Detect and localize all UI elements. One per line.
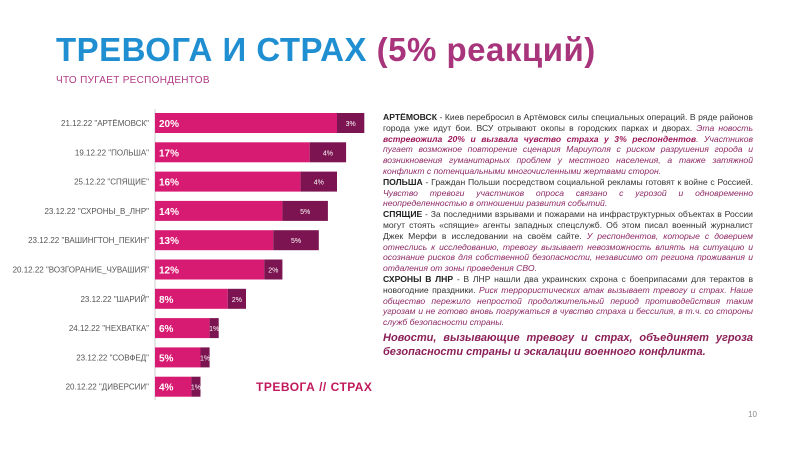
bar-value-label-anxiety: 14% xyxy=(159,207,179,218)
bar-value-label-fear: 2% xyxy=(268,268,278,275)
bar-value-label-fear: 1% xyxy=(200,355,210,362)
bar-segment-fear xyxy=(337,113,365,133)
bar-value-label-anxiety: 16% xyxy=(159,178,179,189)
bar-value-label-fear: 5% xyxy=(300,209,310,216)
bar-segment-anxiety xyxy=(155,347,201,368)
bar-value-label-anxiety: 17% xyxy=(159,148,179,159)
bar-category-label: 23.12.22 "ВАШИНГТОН_ПЕКИН" xyxy=(28,236,149,245)
bar-category-label: 23.12.22 "СХРОНЫ_В_ЛНР" xyxy=(44,207,149,216)
bar-segment-anxiety xyxy=(155,200,283,221)
bar-category-label: 24.12.22 "НЕХВАТКА" xyxy=(69,324,149,333)
bar-value-label-anxiety: 12% xyxy=(159,266,179,277)
bar-value-label-fear: 4% xyxy=(314,180,324,187)
bar-value-label-anxiety: 13% xyxy=(159,236,179,247)
paragraph-head: ПОЛЬША xyxy=(383,176,423,187)
bar-segment-anxiety xyxy=(155,171,301,192)
bar-value-label-anxiety: 4% xyxy=(159,383,174,394)
bar-value-label-fear: 3% xyxy=(346,121,356,128)
bar-value-label-fear: 1% xyxy=(191,385,201,392)
bar-value-label-fear: 2% xyxy=(232,297,242,304)
paragraph-caches-lnr: СХРОНЫ В ЛНР - В ЛНР нашли два украински… xyxy=(383,273,754,328)
page-title: ТРЕВОГА И СТРАХ (5% реакций) xyxy=(56,30,596,70)
bar-segment-anxiety xyxy=(155,259,265,280)
title-main: ТРЕВОГА И СТРАХ xyxy=(56,31,367,68)
highlight-stat: встревожила 20% и вызвала чувство страха… xyxy=(383,133,697,144)
bar-category-label: 19.12.22 "ПОЛЬША" xyxy=(75,148,149,157)
chart-category-label: ТРЕВОГА // СТРАХ xyxy=(256,380,373,394)
bar-value-label-anxiety: 6% xyxy=(159,324,174,335)
stacked-bar-chart: 21.12.22 "АРТЁМОВСК" 20% 3% 19.12.22 "ПОЛЬШ… xyxy=(13,109,365,400)
bar-segment-fear xyxy=(282,200,328,221)
page-subtitle: ЧТО ПУГАЕТ РЕСПОНДЕНТОВ xyxy=(56,75,210,86)
page-number: 10 xyxy=(748,410,757,419)
bar-value-label-anxiety: 20% xyxy=(159,119,179,130)
bar-category-label: 20.12.22 "ДИВЕРСИИ" xyxy=(66,383,150,392)
commentary-column: АРТЁМОВСК - Киев перебросил в Артёмовск … xyxy=(383,112,753,359)
bar-segment-fear xyxy=(191,376,201,397)
paragraph-poland: ПОЛЬША - Граждан Польши посредством соци… xyxy=(383,176,753,209)
bar-segment-anxiety xyxy=(155,376,192,397)
bar-value-label-fear: 5% xyxy=(291,238,301,245)
bar-category-label: 20.12.22 "ВОЗГОРАНИЕ_ЧУВАШИЯ" xyxy=(13,266,150,275)
bar-value-label-fear: 4% xyxy=(323,150,333,157)
bar-segment-anxiety xyxy=(155,288,228,309)
bar-segment-anxiety xyxy=(155,142,310,163)
paragraph-artemovsk: АРТЁМОВСК - Киев перебросил в Артёмовск … xyxy=(383,112,753,176)
bar-segment-anxiety xyxy=(155,318,210,339)
bar-segment-fear xyxy=(309,142,347,163)
conclusion-text: Новости, вызывающие тревогу и страх, объ… xyxy=(383,331,753,358)
paragraph-head: АРТЁМОВСК xyxy=(383,112,437,122)
bar-segment-anxiety xyxy=(155,113,337,133)
bar-segment-anxiety xyxy=(155,230,274,251)
paragraph-head: СПЯЩИЕ xyxy=(383,209,423,220)
bar-value-label-anxiety: 8% xyxy=(159,295,174,306)
paragraph-head: СХРОНЫ В ЛНР xyxy=(383,273,454,284)
bar-category-label: 21.12.22 "АРТЁМОВСК" xyxy=(61,119,149,128)
bar-segment-fear xyxy=(200,347,210,368)
bar-category-label: 23.12.22 "СОВФЕД" xyxy=(76,353,149,362)
title-percentage: (5% реакций) xyxy=(376,31,596,68)
paragraph-sleepers: СПЯЩИЕ - За последними взрывами и пожара… xyxy=(383,209,753,274)
bar-segment-fear xyxy=(300,171,337,192)
bar-category-label: 23.12.22 "ШАРИЙ" xyxy=(80,295,149,304)
bar-segment-fear xyxy=(273,230,319,251)
bar-segment-fear xyxy=(227,288,246,309)
bar-value-label-anxiety: 5% xyxy=(159,353,174,364)
bar-segment-fear xyxy=(209,318,219,339)
bar-value-label-fear: 1% xyxy=(209,326,219,333)
bar-category-label: 25.12.22 "СПЯЩИЕ" xyxy=(74,178,149,187)
bar-segment-fear xyxy=(264,259,283,280)
